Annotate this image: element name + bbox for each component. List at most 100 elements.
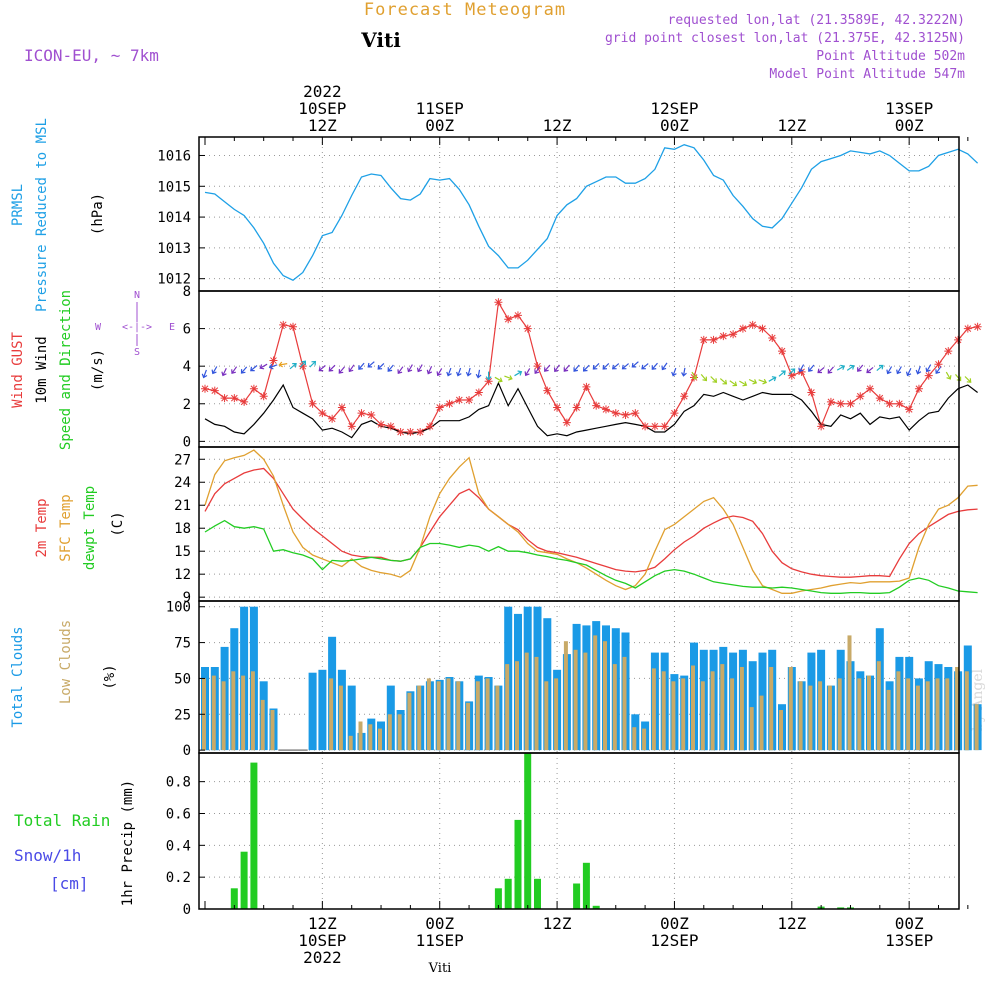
- low-clouds-bar: [368, 724, 373, 751]
- y-tick-label: 75: [174, 636, 191, 652]
- rain-bar: [514, 819, 522, 909]
- low-clouds-bar: [632, 727, 637, 751]
- low-clouds-bar: [407, 692, 412, 751]
- wind-direction-arrow: [289, 363, 297, 370]
- low-clouds-bar: [583, 652, 588, 751]
- low-clouds-bar: [358, 721, 363, 751]
- y-tick-label: 18: [174, 521, 191, 537]
- requested-coordinates: requested lon,lat (21.3589E, 42.3222N): [668, 13, 965, 28]
- wind-direction-arrow: [367, 361, 375, 368]
- gust-marker: [954, 335, 963, 344]
- time-axis-label: 00Z: [895, 914, 924, 933]
- wind-direction-arrow: [631, 361, 639, 368]
- low-clouds-bar: [642, 728, 647, 751]
- rain-bar: [230, 888, 238, 909]
- low-clouds-bar: [769, 667, 774, 751]
- wind-direction-arrow: [661, 362, 668, 371]
- compass-south: S: [134, 347, 140, 358]
- total-clouds-label: Total Clouds: [10, 626, 26, 727]
- wind-direction-arrow: [494, 376, 503, 383]
- gust-marker: [601, 405, 610, 414]
- grid-lines: [199, 137, 959, 910]
- pressure-unit: (hPa): [90, 193, 106, 235]
- wind-direction-arrow: [348, 364, 355, 373]
- wind-direction-arrow: [945, 371, 952, 380]
- temp-2m-line: [204, 467, 978, 578]
- wind-direction-arrow: [827, 366, 834, 374]
- time-axis-label: 00Z: [660, 116, 689, 135]
- wind-direction-arrow: [358, 362, 365, 370]
- gust-marker: [699, 335, 708, 344]
- wind-direction-arrow: [485, 371, 492, 381]
- wind-direction-arrow: [925, 364, 932, 373]
- low-clouds-bar: [671, 681, 676, 751]
- wind-direction-arrow: [524, 368, 531, 377]
- wind-direction-arrow: [641, 363, 649, 370]
- low-clouds-bar: [475, 681, 480, 751]
- y-tick-label: 9: [183, 590, 191, 606]
- low-clouds-bar: [329, 678, 334, 751]
- low-clouds-bar: [739, 667, 744, 751]
- gust-marker: [768, 333, 777, 342]
- gust-marker: [817, 422, 826, 431]
- panel-frame: [198, 752, 960, 910]
- gust-marker: [875, 394, 884, 403]
- wind-direction-arrow: [211, 366, 218, 375]
- wind-direction-arrow: [768, 376, 777, 382]
- gust-marker: [445, 399, 454, 408]
- y-tick-label: 1012: [157, 272, 191, 288]
- gust-marker: [269, 356, 278, 365]
- low-clouds-bar: [955, 667, 960, 751]
- total-clouds-bar: [748, 661, 757, 751]
- low-clouds-bar: [857, 678, 862, 751]
- y-tick-label: 25: [174, 707, 191, 723]
- time-axis-label: 00Z: [895, 116, 924, 135]
- time-axis-label: 13SEP: [885, 931, 933, 950]
- pressure-line: [204, 144, 979, 281]
- wind-direction-arrow: [758, 378, 768, 385]
- point-altitude: Point Altitude 502m: [816, 49, 965, 64]
- low-clouds-bar: [974, 704, 979, 751]
- rain-bar: [592, 905, 600, 909]
- time-axis-label: 12SEP: [650, 99, 698, 118]
- wind-direction-arrow: [602, 362, 610, 370]
- low-clouds-bar: [573, 649, 578, 751]
- gust-marker: [650, 422, 659, 431]
- low-clouds-bar: [798, 681, 803, 751]
- total-clouds-bar: [308, 672, 317, 751]
- wind-direction-arrow: [387, 364, 394, 372]
- gust-marker: [885, 399, 894, 408]
- low-clouds-bar: [749, 707, 754, 751]
- time-axis-label: 12Z: [543, 914, 572, 933]
- total-clouds-bar: [318, 669, 327, 751]
- wind-direction-arrow: [201, 369, 208, 379]
- y-tick-label: 2: [183, 397, 191, 413]
- gust-marker: [240, 397, 249, 406]
- gust-marker: [298, 362, 307, 371]
- compass-line: <-|->: [122, 322, 152, 333]
- gust-marker: [494, 298, 503, 307]
- wind-direction-arrow: [611, 363, 620, 370]
- time-axis-label: 12Z: [543, 116, 572, 135]
- gust-marker: [435, 403, 444, 412]
- time-axis-label: 00Z: [425, 116, 454, 135]
- time-axis-label: 00Z: [660, 914, 689, 933]
- low-clouds-bar: [456, 681, 461, 751]
- low-clouds-bar: [554, 678, 559, 751]
- gust-marker: [729, 330, 738, 339]
- low-clouds-bar: [534, 656, 539, 751]
- gust-marker: [846, 399, 855, 408]
- compass-east: E: [169, 322, 175, 333]
- gust-marker: [611, 409, 620, 418]
- gust-marker: [396, 427, 405, 436]
- gust-marker: [621, 411, 630, 420]
- y-tick-label: 15: [174, 544, 191, 560]
- low-clouds-bar: [270, 710, 275, 751]
- gust-marker: [641, 422, 650, 431]
- gust-marker: [748, 320, 757, 329]
- total-rain-label: Total Rain: [14, 811, 110, 830]
- gust-marker: [328, 414, 337, 423]
- low-clouds-bar: [779, 710, 783, 751]
